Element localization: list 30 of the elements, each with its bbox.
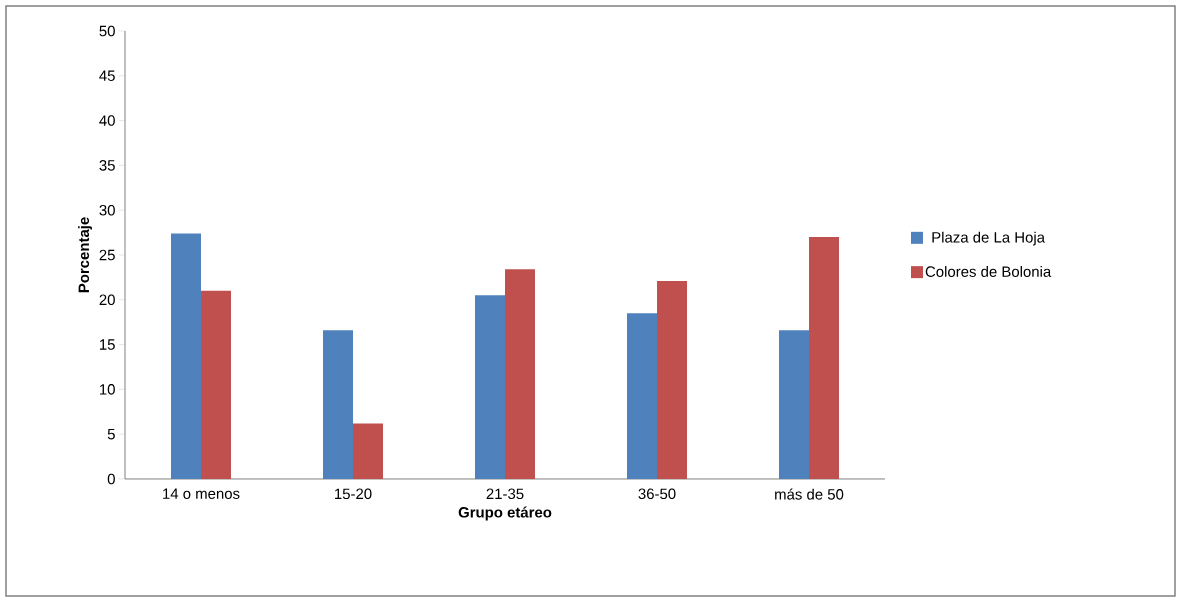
x-tick-label: 21-35 [486,488,524,500]
bar [809,237,840,479]
y-tick-label: 20 [99,294,115,306]
y-tick-label: 10 [100,384,115,395]
bar [505,269,536,479]
y-tick-label: 35 [99,160,115,171]
bar [657,280,688,479]
y-tick-label: 15 [100,339,115,350]
bar [201,290,232,479]
y-axis-title: Porcentaje [78,217,93,293]
y-tick-label: 50 [99,25,115,37]
x-tick-label: 36-50 [638,488,676,500]
x-axis-title: Grupo etáreo [458,506,552,521]
legend-label: Colores de Bolonia [925,265,1052,277]
legend-label: Plaza de La Hoja [932,231,1045,246]
y-tick-label: 30 [99,204,115,216]
bar [323,330,354,479]
y-tick-label: 40 [99,115,115,126]
bar [627,313,658,479]
x-tick-label: más de 50 [775,488,844,500]
x-tick-label: 15-20 [335,488,372,500]
y-tick-label: 5 [107,428,115,440]
x-tick-label: 14 o menos [163,488,240,499]
y-tick-label: 0 [107,473,115,485]
y-tick-label: 25 [99,249,115,261]
bar [475,295,506,479]
y-tick-label: 45 [99,70,115,81]
bar [353,423,384,479]
bar [171,233,202,479]
bar [779,330,810,479]
